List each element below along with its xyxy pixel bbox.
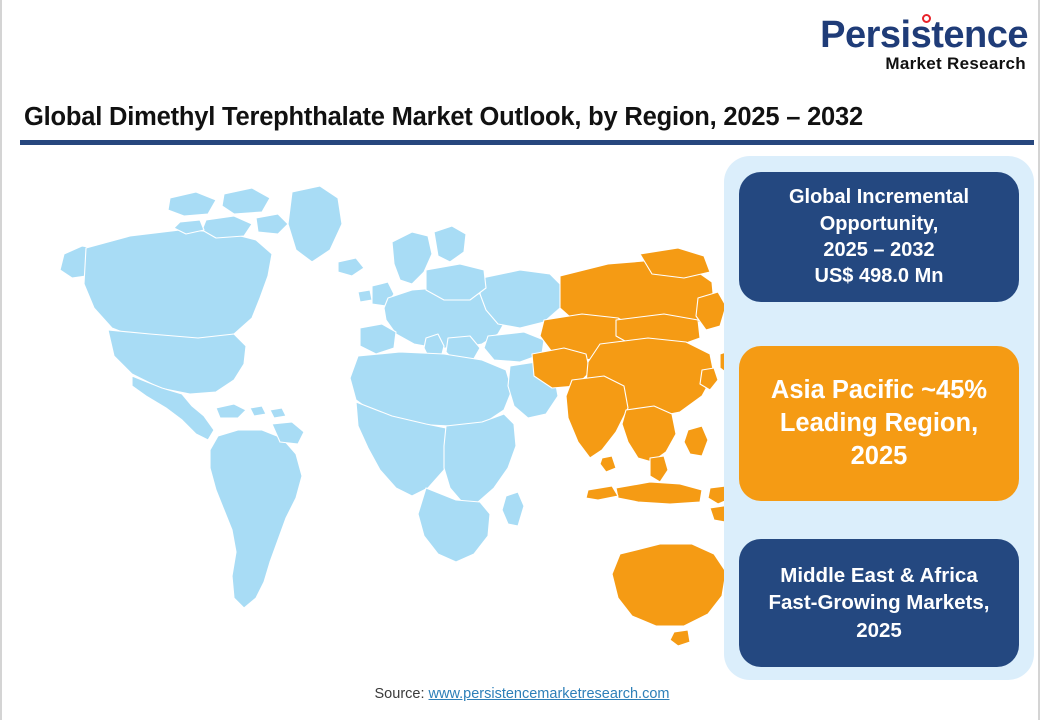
- source-url-link[interactable]: www.persistencemarketresearch.com: [428, 686, 670, 702]
- card-1-line-2: 2025: [850, 442, 908, 471]
- card-2-line-1: Fast-Growing Markets,: [768, 591, 990, 615]
- card-2-line-0: Middle East & Africa: [780, 564, 978, 588]
- card-1-line-1: Leading Region,: [779, 408, 979, 437]
- logo-subtitle: Market Research: [885, 54, 1026, 73]
- highlight-card-asia-pacific-leading-region: Asia Pacific ~45% Leading Region, 2025: [739, 346, 1019, 501]
- map-region-middle-east-africa: [349, 331, 559, 563]
- highlight-card-middle-east-africa-fast-growing: Middle East & Africa Fast-Growing Market…: [739, 539, 1019, 667]
- title-divider: [20, 140, 1034, 145]
- source-label: Source:: [374, 686, 429, 702]
- highlight-card-text: Global Incremental Opportunity, 2025 – 2…: [789, 184, 969, 290]
- highlight-card-text: Asia Pacific ~45% Leading Region, 2025: [771, 374, 987, 473]
- card-1-line-0: Asia Pacific ~45%: [770, 375, 988, 404]
- card-0-line-1: Opportunity,: [819, 212, 939, 235]
- map-region-europe: [337, 225, 565, 363]
- company-logo: Persistence Market Research: [788, 14, 1028, 84]
- highlight-card-global-incremental-opportunity: Global Incremental Opportunity, 2025 – 2…: [739, 172, 1019, 302]
- logo-wordmark: Persistence: [820, 14, 1028, 56]
- highlights-panel: Global Incremental Opportunity, 2025 – 2…: [724, 156, 1034, 680]
- card-0-line-0: Global Incremental: [788, 186, 970, 209]
- map-region-latin-america: [209, 421, 305, 609]
- logo-red-dot-icon: [922, 14, 932, 23]
- card-0-line-3: US$ 498.0 Mn: [814, 265, 944, 288]
- map-region-asia-pacific: [531, 247, 726, 647]
- world-map: [20, 158, 726, 668]
- source-line: Source: www.persistencemarketresearch.co…: [2, 686, 1038, 702]
- card-2-line-2: 2025: [856, 618, 902, 642]
- world-map-svg: [59, 185, 726, 647]
- map-region-north-america: [59, 185, 343, 441]
- highlight-card-text: Middle East & Africa Fast-Growing Market…: [769, 562, 990, 643]
- page-title: Global Dimethyl Terephthalate Market Out…: [24, 103, 864, 131]
- card-0-line-2: 2025 – 2032: [823, 239, 935, 261]
